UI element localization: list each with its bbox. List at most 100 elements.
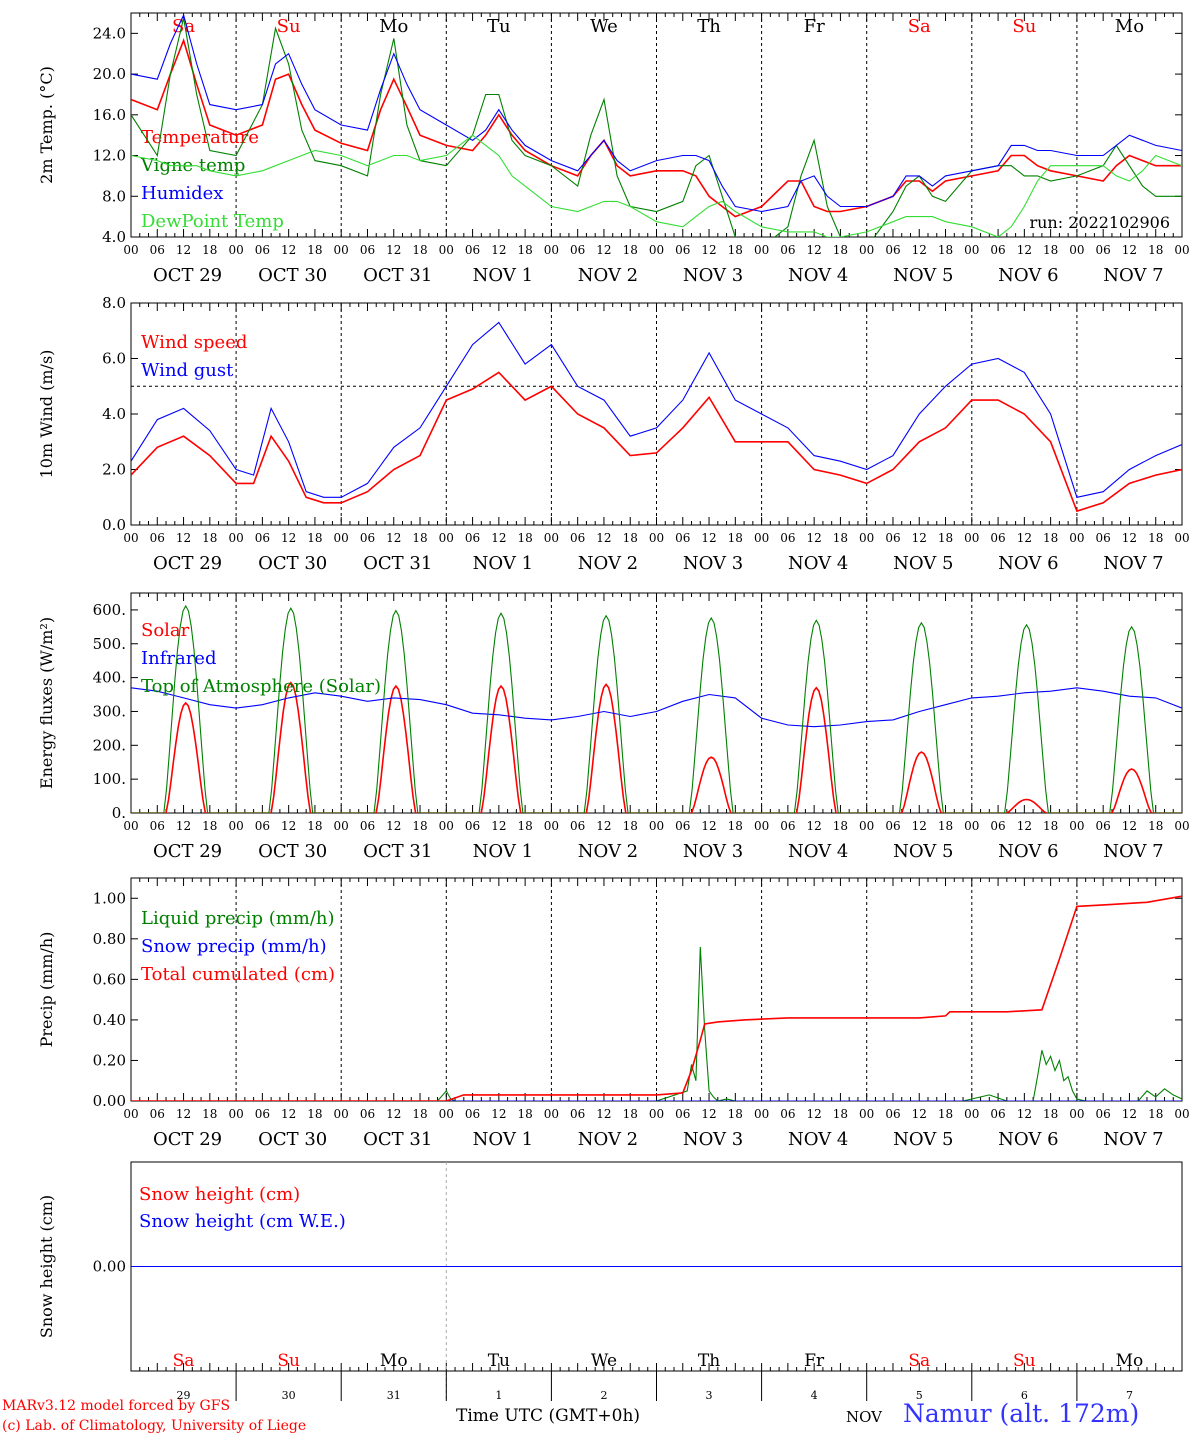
x-date-label: NOV 5 — [893, 1129, 953, 1150]
x-hour-label: 12 — [176, 1107, 191, 1121]
x-hour-label: 06 — [360, 243, 375, 257]
x-hour-label: 06 — [780, 243, 795, 257]
x-hour-label: 12 — [386, 819, 401, 833]
x-hour-label: 06 — [570, 531, 585, 545]
x-hour-label: 18 — [728, 531, 743, 545]
x-hour-label: 00 — [1174, 1107, 1189, 1121]
legend-infrared: Infrared — [141, 648, 216, 669]
weekday-label: We — [590, 16, 618, 37]
series-line-wind-gust — [131, 321, 1182, 498]
x-hour-label: 18 — [1043, 819, 1058, 833]
y-axis-label: Snow height (cm) — [37, 1195, 56, 1338]
x-hour-label: 12 — [281, 819, 296, 833]
x-hour-label: 18 — [833, 531, 848, 545]
series-line-solar — [131, 681, 1182, 813]
x-hour-label: 06 — [675, 1107, 690, 1121]
x-date-label: OCT 31 — [363, 265, 432, 286]
y-tick-label: 0.20 — [93, 1051, 126, 1069]
x-hour-label: 00 — [859, 819, 874, 833]
x-hour-label: 06 — [150, 243, 165, 257]
weekday-label: Mo — [1115, 16, 1144, 37]
x-date-label: NOV 3 — [683, 841, 743, 862]
y-axis-label: 10m Wind (m/s) — [37, 350, 56, 479]
x-date-label: NOV 4 — [788, 265, 848, 286]
x-hour-label: 00 — [228, 819, 243, 833]
legend-top-of-atmosphere-solar: Top of Atmosphere (Solar) — [141, 676, 381, 697]
x-date-label: NOV 7 — [1103, 553, 1163, 574]
x-hour-label: 12 — [1017, 243, 1032, 257]
x-hour-label: 00 — [1069, 243, 1084, 257]
x-hour-label: 06 — [255, 243, 270, 257]
weekday-label: Su — [277, 1351, 300, 1371]
x-hour-label: 06 — [780, 531, 795, 545]
series-line-temperature — [131, 38, 1182, 218]
x-hour-label: 12 — [807, 819, 822, 833]
x-hour-label: 12 — [386, 1107, 401, 1121]
x-hour-label: 06 — [255, 819, 270, 833]
x-hour-label: 12 — [596, 819, 611, 833]
x-hour-label: 12 — [1122, 819, 1137, 833]
x-date-label: NOV 2 — [578, 841, 638, 862]
x-hour-label: 18 — [623, 531, 638, 545]
x-hour-label: 00 — [439, 243, 454, 257]
x-hour-label: 06 — [990, 819, 1005, 833]
x-date-label: OCT 31 — [363, 553, 432, 574]
x-date-label: OCT 30 — [258, 841, 327, 862]
x-hour-label: 12 — [1017, 531, 1032, 545]
x-hour-label: 12 — [701, 819, 716, 833]
day-number-label: 31 — [387, 1389, 401, 1402]
x-hour-label: 12 — [807, 531, 822, 545]
x-hour-label: 00 — [544, 531, 559, 545]
x-hour-label: 00 — [1069, 531, 1084, 545]
y-tick-label: 0.00 — [93, 1092, 126, 1110]
weekday-label: Mo — [380, 1351, 408, 1371]
legend-liquid-precip-mm-h: Liquid precip (mm/h) — [141, 908, 335, 929]
panel-frame-temp — [130, 12, 1183, 238]
x-hour-label: 06 — [150, 1107, 165, 1121]
x-hour-label: 06 — [360, 1107, 375, 1121]
x-hour-label: 06 — [360, 819, 375, 833]
x-hour-label: 00 — [754, 819, 769, 833]
legend-total-cumulated-cm: Total cumulated (cm) — [141, 964, 335, 985]
x-hour-label: 00 — [964, 819, 979, 833]
x-hour-label: 18 — [1043, 243, 1058, 257]
x-hour-label: 00 — [754, 531, 769, 545]
x-hour-label: 18 — [623, 1107, 638, 1121]
x-hour-label: 18 — [517, 531, 532, 545]
x-hour-label: 18 — [307, 531, 322, 545]
x-hour-label: 12 — [701, 531, 716, 545]
x-hour-label: 00 — [1174, 243, 1189, 257]
y-tick-label: 0.00 — [93, 1258, 126, 1276]
x-hour-label: 06 — [990, 243, 1005, 257]
x-hour-label: 00 — [859, 243, 874, 257]
x-hour-label: 06 — [1096, 243, 1111, 257]
x-hour-label: 12 — [1017, 1107, 1032, 1121]
weekday-label: Fr — [804, 16, 825, 37]
x-hour-label: 18 — [412, 819, 427, 833]
x-hour-label: 18 — [307, 1107, 322, 1121]
x-hour-label: 00 — [123, 243, 138, 257]
x-hour-label: 12 — [491, 243, 506, 257]
x-hour-label: 06 — [570, 243, 585, 257]
x-hour-label: 18 — [517, 819, 532, 833]
x-hour-label: 18 — [1148, 243, 1163, 257]
day-number-label: 4 — [811, 1389, 818, 1402]
x-hour-label: 18 — [833, 1107, 848, 1121]
x-hour-label: 18 — [202, 819, 217, 833]
x-date-label: NOV 6 — [998, 841, 1058, 862]
y-axis-label: Energy fluxes (W/m²) — [37, 617, 56, 789]
x-hour-label: 00 — [439, 531, 454, 545]
y-tick-label: 1.00 — [93, 889, 126, 907]
x-hour-label: 00 — [859, 531, 874, 545]
x-hour-label: 00 — [544, 1107, 559, 1121]
x-hour-label: 18 — [938, 819, 953, 833]
x-hour-label: 00 — [334, 819, 349, 833]
y-tick-label: 8.0 — [102, 294, 126, 312]
legend-temperature: Temperature — [141, 127, 259, 148]
x-hour-label: 00 — [1174, 531, 1189, 545]
series-line-total-cumulated-cm — [131, 895, 1182, 1101]
x-hour-label: 12 — [596, 1107, 611, 1121]
x-date-label: NOV 5 — [893, 553, 953, 574]
weekday-label: Sa — [173, 1351, 195, 1371]
weekday-label: Th — [698, 1351, 720, 1371]
